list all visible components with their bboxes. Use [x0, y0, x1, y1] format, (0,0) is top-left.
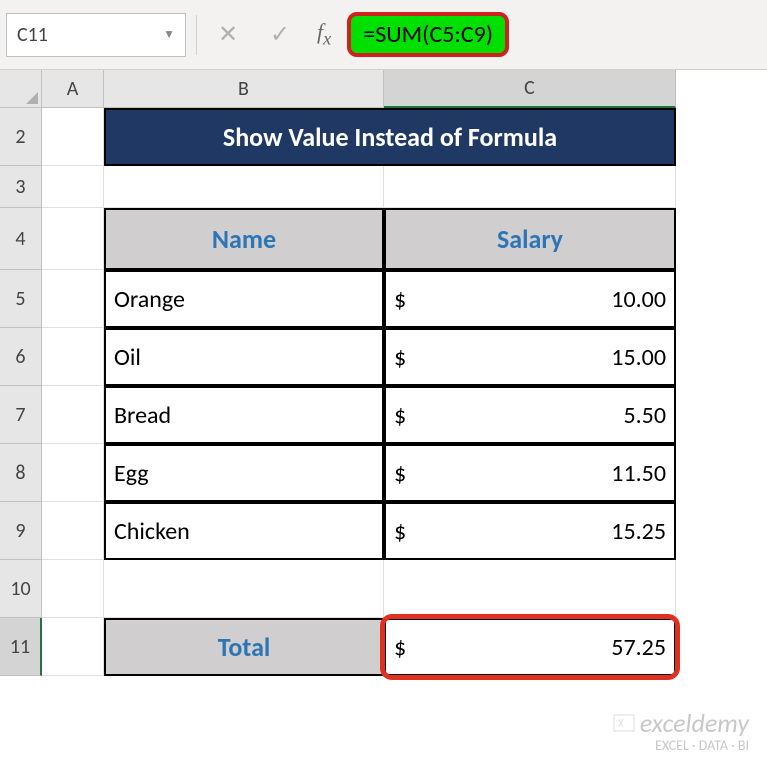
row-header-10[interactable]: 10: [0, 560, 42, 618]
cell-bg[interactable]: [42, 270, 104, 328]
column-header-B[interactable]: B: [104, 70, 384, 108]
column-header-C[interactable]: C: [384, 70, 676, 108]
data-name-2[interactable]: Bread: [104, 386, 384, 444]
row-header-11[interactable]: 11: [0, 618, 42, 676]
cell-bg[interactable]: [42, 108, 104, 166]
select-all-corner[interactable]: [0, 70, 42, 108]
formula-bar: C11 ▼ ✕ ✓ fx =SUM(C5:C9): [0, 0, 767, 70]
row-header-9[interactable]: 9: [0, 502, 42, 560]
cell-bg[interactable]: [42, 618, 104, 676]
cell-bg[interactable]: [42, 444, 104, 502]
cell-bg[interactable]: [384, 560, 676, 618]
title-cell[interactable]: Show Value Instead of Formula: [104, 108, 676, 166]
cell-bg[interactable]: [42, 208, 104, 270]
data-salary-1[interactable]: $15.00: [384, 328, 676, 386]
row-header-5[interactable]: 5: [0, 270, 42, 328]
row-header-4[interactable]: 4: [0, 208, 42, 270]
grid-wrap: ABC Show Value Instead of Formula NameSal…: [42, 70, 767, 765]
cancel-icon[interactable]: ✕: [207, 14, 249, 56]
cell-bg[interactable]: [42, 328, 104, 386]
divider: [196, 15, 197, 55]
column-header-A[interactable]: A: [42, 70, 104, 108]
data-salary-4[interactable]: $15.25: [384, 502, 676, 560]
data-salary-0[interactable]: $10.00: [384, 270, 676, 328]
row-header-6[interactable]: 6: [0, 328, 42, 386]
data-name-3[interactable]: Egg: [104, 444, 384, 502]
row-header-7[interactable]: 7: [0, 386, 42, 444]
total-value[interactable]: $57.25: [384, 618, 676, 676]
header-salary[interactable]: Salary: [384, 208, 676, 270]
data-name-0[interactable]: Orange: [104, 270, 384, 328]
cell-bg[interactable]: [104, 166, 384, 208]
data-salary-2[interactable]: $5.50: [384, 386, 676, 444]
total-label[interactable]: Total: [104, 618, 384, 676]
cell-bg[interactable]: [42, 166, 104, 208]
watermark-tagline: EXCEL · DATA · BI: [612, 738, 749, 753]
row-header-2[interactable]: 2: [0, 108, 42, 166]
row-header-8[interactable]: 8: [0, 444, 42, 502]
name-box-value: C11: [17, 23, 48, 47]
cell-bg[interactable]: [42, 560, 104, 618]
watermark-brand: exceldemy: [640, 709, 749, 738]
cell-bg[interactable]: [42, 502, 104, 560]
name-box[interactable]: C11 ▼: [6, 13, 186, 57]
left-gutter: 234567891011: [0, 70, 42, 765]
data-name-4[interactable]: Chicken: [104, 502, 384, 560]
name-box-dropdown-icon[interactable]: ▼: [163, 27, 175, 42]
formula-text: =SUM(C5:C9): [347, 12, 509, 57]
cell-bg[interactable]: [42, 386, 104, 444]
watermark: exceldemy EXCEL · DATA · BI: [612, 709, 749, 753]
data-name-1[interactable]: Oil: [104, 328, 384, 386]
excel-logo-icon: [612, 711, 636, 735]
spreadsheet: 234567891011 ABC Show Value Instead of F…: [0, 70, 767, 765]
cell-bg[interactable]: [384, 166, 676, 208]
confirm-icon[interactable]: ✓: [259, 14, 301, 56]
column-headers: ABC: [42, 70, 767, 108]
formula-input[interactable]: =SUM(C5:C9): [347, 13, 761, 57]
data-salary-3[interactable]: $11.50: [384, 444, 676, 502]
cell-bg[interactable]: [104, 560, 384, 618]
row-header-3[interactable]: 3: [0, 166, 42, 208]
header-name[interactable]: Name: [104, 208, 384, 270]
row-headers: 234567891011: [0, 108, 42, 676]
fx-icon[interactable]: fx: [311, 19, 337, 49]
